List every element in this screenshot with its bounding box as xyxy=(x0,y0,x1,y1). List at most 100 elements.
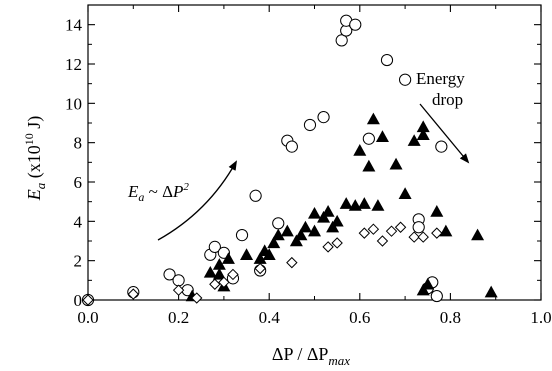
open-circle-point xyxy=(249,189,262,202)
open-circle-point xyxy=(208,240,221,253)
open-diamond-point xyxy=(331,237,343,249)
open-diamond-point xyxy=(172,284,185,296)
open-circle-point xyxy=(303,118,317,132)
energy-label-line1: Energy xyxy=(416,69,465,88)
open-circle-point xyxy=(349,18,362,31)
y-tick-label: 8 xyxy=(74,134,83,153)
y-tick-label: 4 xyxy=(74,212,83,231)
open-diamond-point xyxy=(358,227,371,239)
relation-subscript: a xyxy=(138,190,144,204)
y-tick-label: 10 xyxy=(65,94,82,113)
y-tick-label: 0 xyxy=(74,291,83,310)
energy-label-line2: drop xyxy=(432,90,463,109)
filled-triangle-point xyxy=(353,144,367,156)
y-axis-label: Ea (x1010 J) xyxy=(22,116,48,202)
open-diamond-point xyxy=(286,256,298,269)
open-circle-point xyxy=(172,274,185,287)
filled-triangle-point xyxy=(267,236,281,249)
svg-text:Ea ~ ΔP2: Ea ~ ΔP2 xyxy=(127,181,189,204)
y-tick-label: 6 xyxy=(74,173,83,192)
open-circle-point xyxy=(163,268,176,281)
open-diamond-point xyxy=(127,288,140,300)
filled-triangle-point xyxy=(416,120,430,133)
open-diamond-point xyxy=(408,231,420,243)
filled-triangle-point xyxy=(253,252,267,264)
open-circle-point xyxy=(380,53,394,67)
x-tick-label: 0.4 xyxy=(259,308,281,327)
x-tick-label: 0.8 xyxy=(440,308,461,327)
filled-triangle-point xyxy=(339,197,353,209)
open-diamond-point xyxy=(227,268,239,281)
open-diamond-point xyxy=(218,276,230,289)
x-tick-label: 1.0 xyxy=(530,308,551,327)
filled-triangle-point xyxy=(294,228,308,241)
open-circle-point xyxy=(272,217,285,230)
data-points xyxy=(81,14,498,307)
open-diamond-point xyxy=(322,241,334,253)
annotation-energy-drop: Energy drop xyxy=(416,69,470,164)
relation-symbol: E xyxy=(127,182,139,201)
filled-triangle-point xyxy=(326,220,340,233)
filled-triangle-point xyxy=(262,248,276,260)
filled-triangle-point xyxy=(362,159,376,172)
open-diamond-point xyxy=(367,223,380,235)
filled-triangle-point xyxy=(375,130,389,142)
open-diamond-point xyxy=(385,225,398,237)
filled-triangle-point xyxy=(221,252,235,264)
filled-triangle-point xyxy=(203,265,217,278)
y-tick-label: 12 xyxy=(65,55,82,74)
open-circle-point xyxy=(335,34,348,47)
open-circle-point xyxy=(412,221,425,234)
open-diamond-point xyxy=(394,221,407,233)
relation-variable: P xyxy=(172,182,183,201)
filled-triangle-point xyxy=(389,157,403,170)
open-circle-point xyxy=(285,140,298,153)
filled-triangle-point xyxy=(289,234,303,247)
filled-triangle-point xyxy=(317,210,331,223)
filled-triangle-point xyxy=(321,205,335,217)
open-circle-point xyxy=(399,73,412,86)
filled-triangle-point xyxy=(421,277,435,290)
filled-triangle-point xyxy=(371,199,385,211)
growth-arrow xyxy=(157,160,237,241)
filled-triangle-point xyxy=(416,128,430,140)
filled-triangle-point xyxy=(212,258,226,270)
filled-triangle-point xyxy=(212,267,226,280)
filled-triangle-point xyxy=(357,197,371,209)
open-circle-point xyxy=(435,140,448,153)
open-diamond-point xyxy=(82,294,94,306)
filled-triangle-point xyxy=(439,224,453,237)
filled-triangle-point xyxy=(280,224,294,237)
filled-triangle-point xyxy=(298,220,312,233)
filled-triangle-point xyxy=(348,199,362,211)
axes: 0.0 0.2 0.4 0.6 0.8 1.0 0 2 4 6 8 10 12 14 xyxy=(65,4,552,327)
open-circle-point xyxy=(430,289,443,303)
x-tick-label: 0.0 xyxy=(77,308,98,327)
filled-triangle-point xyxy=(484,285,498,298)
open-diamond-point xyxy=(431,227,443,239)
open-circle-point xyxy=(235,229,249,242)
x-tick-label: 0.2 xyxy=(168,308,189,327)
filled-triangle-point xyxy=(308,224,321,237)
open-diamond-point xyxy=(417,231,429,243)
open-diamond-point xyxy=(376,235,389,247)
relation-exponent: 2 xyxy=(183,181,189,193)
open-diamond-point xyxy=(191,292,203,304)
y-tick-label: 2 xyxy=(74,252,83,271)
y-tick-label: 14 xyxy=(65,16,83,35)
filled-triangle-point xyxy=(330,214,344,227)
open-circle-point xyxy=(362,132,375,145)
filled-triangle-point xyxy=(240,248,254,260)
filled-triangle-point xyxy=(407,134,421,146)
plot-frame xyxy=(87,4,542,301)
open-diamond-point xyxy=(254,262,266,275)
filled-triangle-point xyxy=(430,205,444,217)
filled-triangle-point xyxy=(308,206,321,219)
energy-drop-arrow xyxy=(419,103,470,164)
filled-triangle-point xyxy=(271,228,285,241)
filled-triangle-point xyxy=(398,187,412,199)
open-circle-point xyxy=(317,111,330,124)
open-diamond-point xyxy=(209,278,221,290)
annotation-relation: Ea ~ ΔP2 xyxy=(127,160,237,241)
